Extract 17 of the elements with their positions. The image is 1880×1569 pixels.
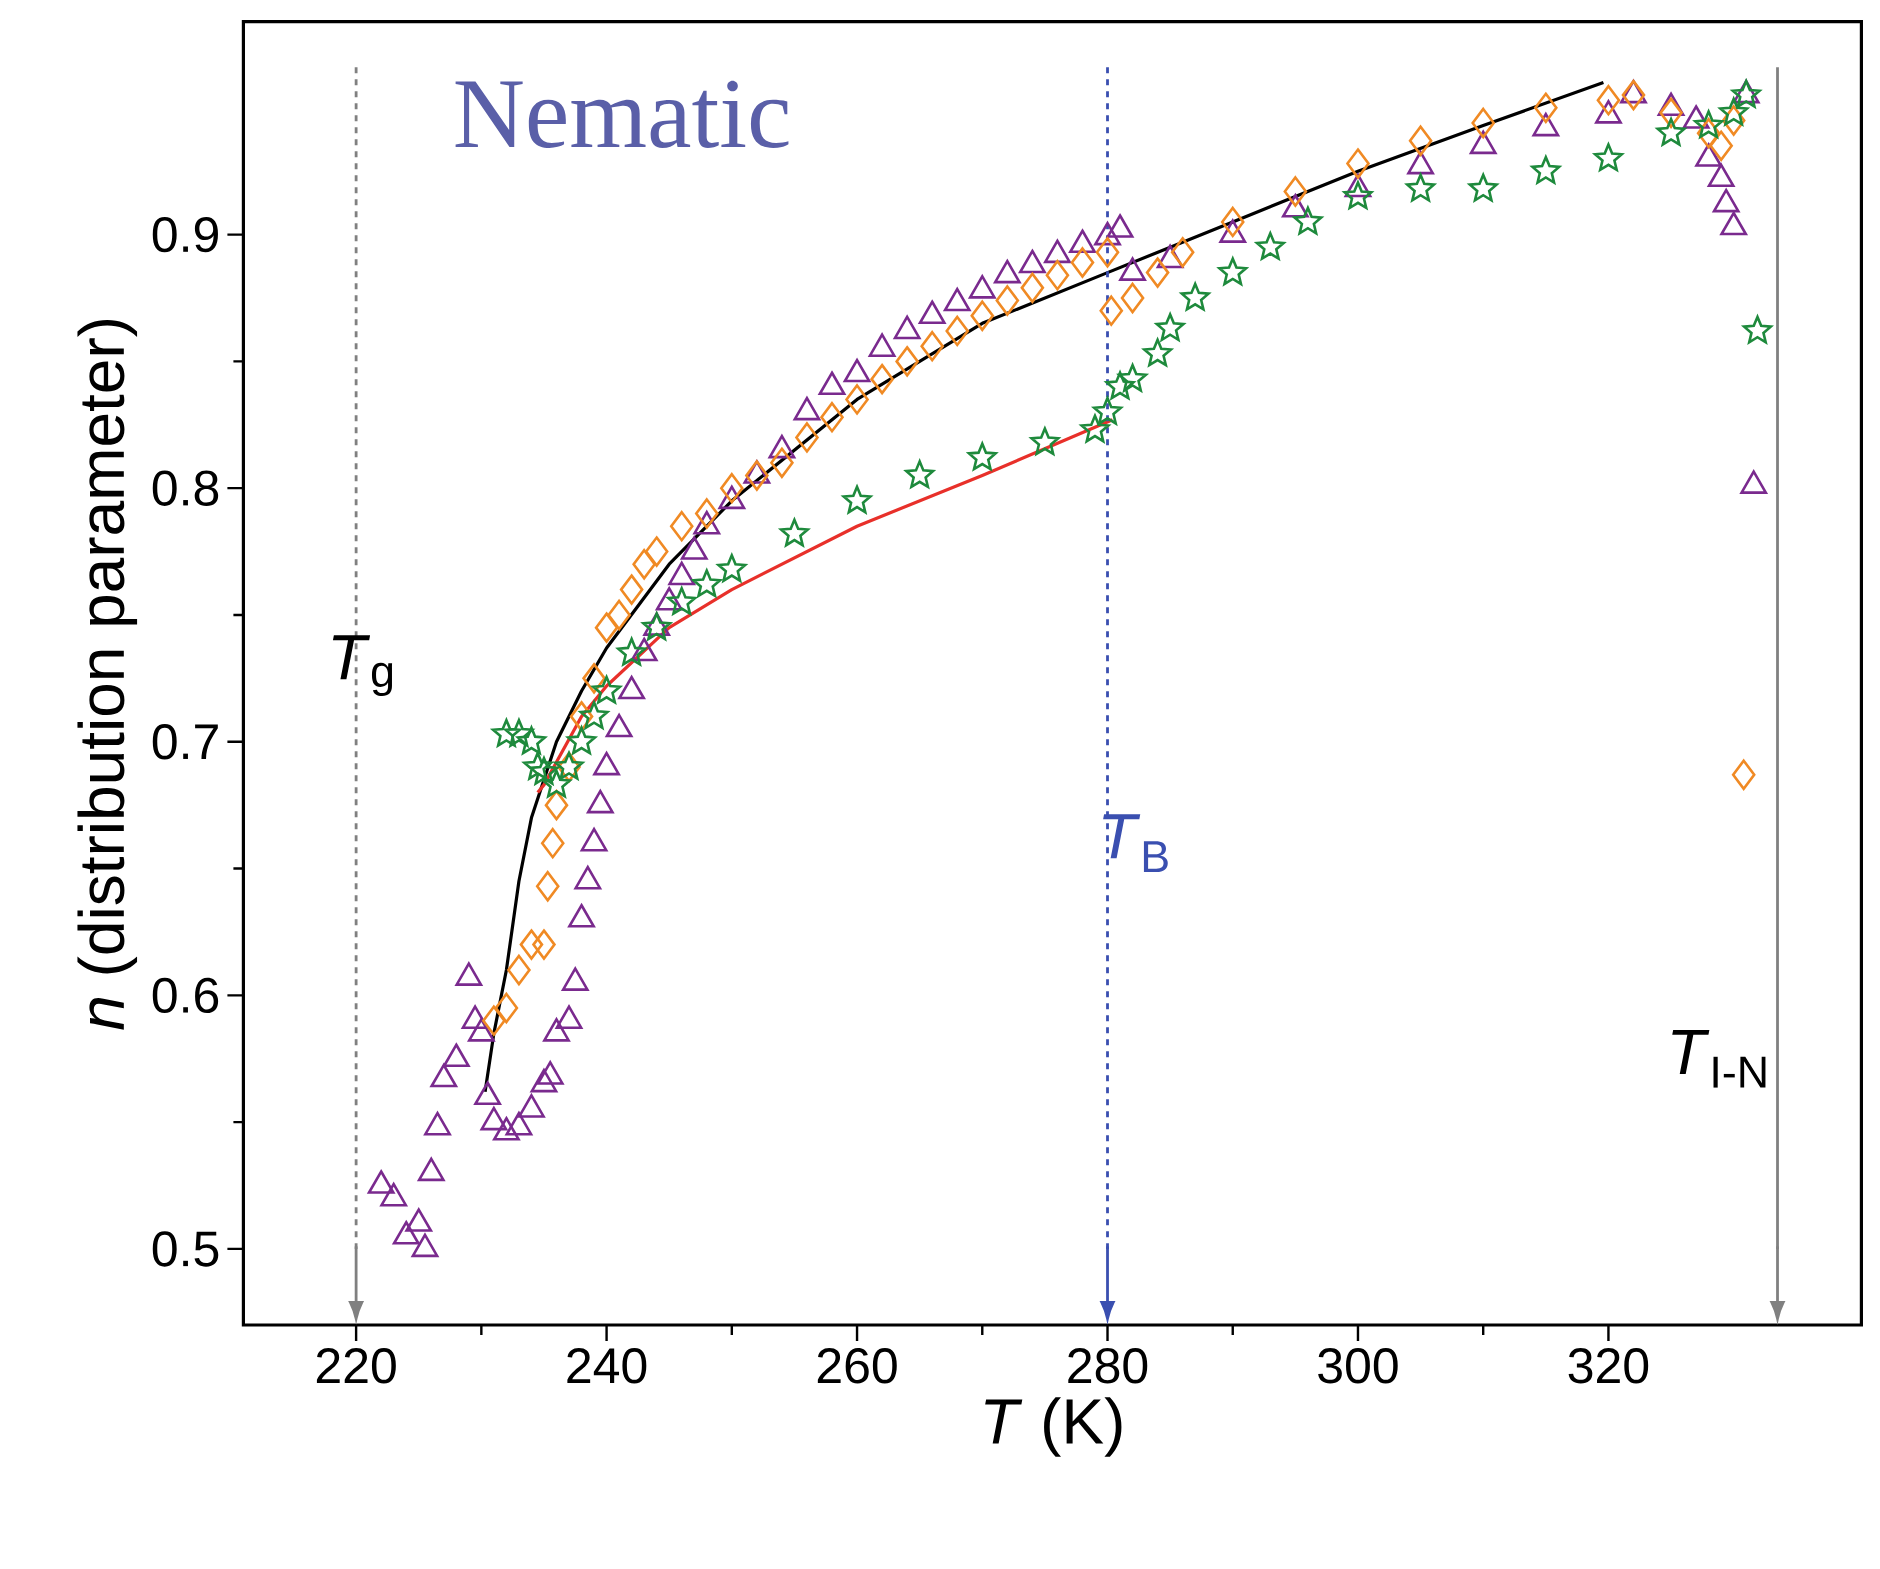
x-tick-label: 300 — [1318, 1348, 1398, 1384]
y-axis-title: n (distribution parameter) — [77, 319, 138, 1030]
y-tick-label: 0.7 — [152, 724, 218, 760]
y-tick-label: 0.8 — [152, 470, 219, 506]
y-tick-label: 0.5 — [152, 1231, 219, 1267]
ref-line-label: T$_{B}$ — [1103, 814, 1168, 873]
x-axis-title: T (K) — [985, 1397, 1122, 1457]
ref-line-label: T$_{I-N}$ — [1672, 1029, 1766, 1088]
x-tick-label: 220 — [316, 1348, 396, 1384]
annotation: Nematic — [455, 80, 789, 148]
x-tick-label: 320 — [1568, 1348, 1649, 1384]
x-tick-label: 240 — [567, 1348, 647, 1384]
ref-line-label: T$_{g}$ — [332, 635, 393, 697]
x-tick-label: 280 — [1068, 1348, 1148, 1384]
y-tick-label: 0.9 — [152, 216, 218, 253]
y-tick-label: 0.6 — [152, 977, 219, 1014]
x-tick-label: 260 — [817, 1348, 897, 1384]
